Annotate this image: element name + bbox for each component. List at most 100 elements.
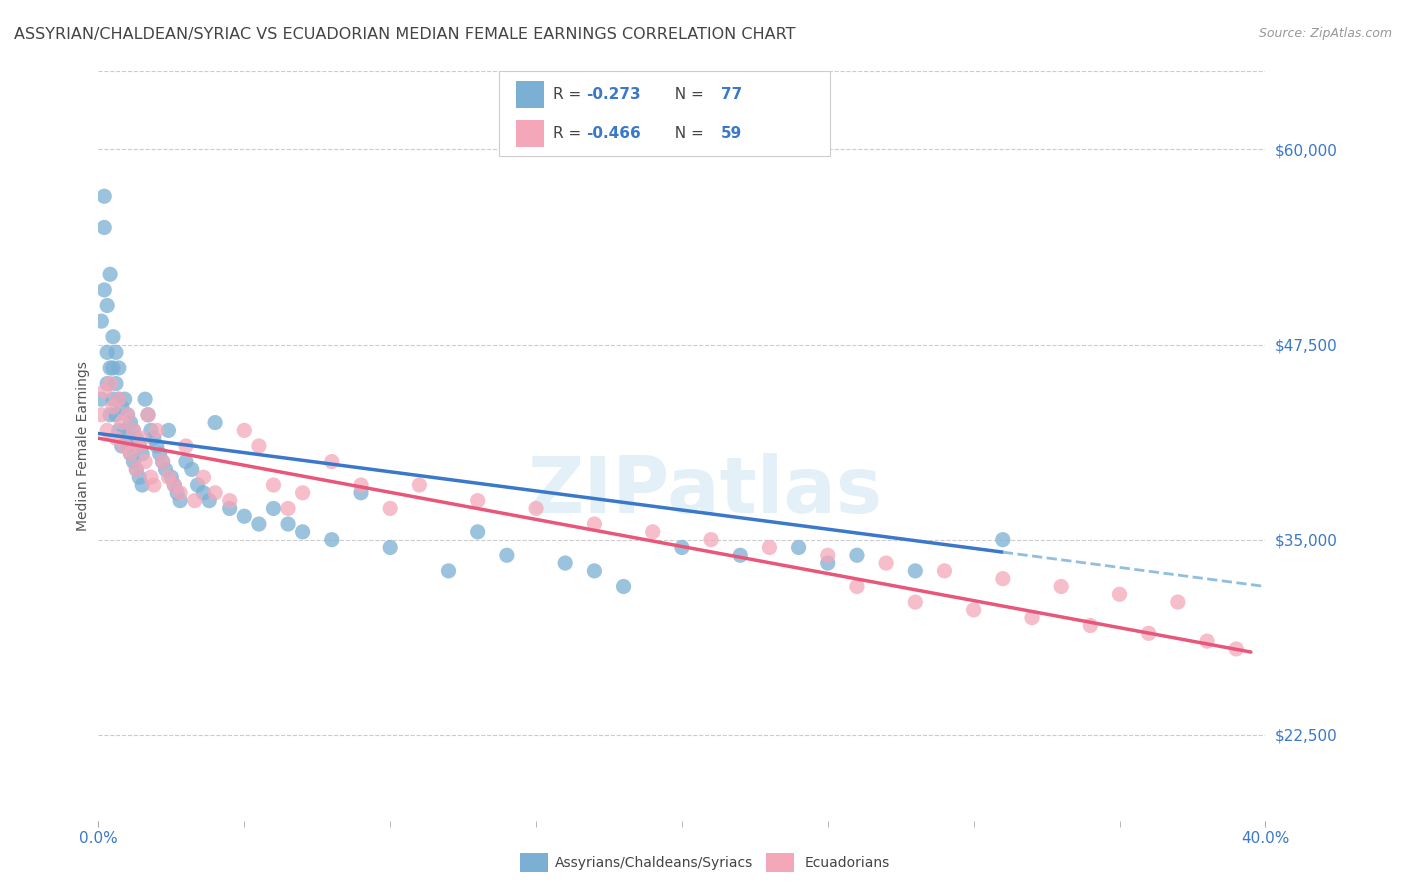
Point [128, 439, 150, 453]
Point [846, 548, 869, 563]
Point [198, 493, 221, 508]
Point [160, 470, 183, 484]
Point [1195, 634, 1218, 648]
Point [104, 408, 127, 422]
Point [380, 541, 402, 555]
Point [125, 462, 148, 476]
Point [262, 478, 284, 492]
Point [131, 431, 153, 445]
Point [1137, 626, 1160, 640]
Point [163, 478, 186, 492]
Point [875, 556, 897, 570]
Point [1050, 580, 1073, 594]
Point [934, 564, 956, 578]
Point [991, 533, 1014, 547]
Point [187, 478, 209, 492]
Point [174, 455, 197, 469]
Point [98, 376, 121, 391]
Point [846, 580, 869, 594]
Point [104, 376, 127, 391]
Point [180, 462, 202, 476]
Point [96, 345, 118, 359]
Text: ASSYRIAN/CHALDEAN/SYRIAC VS ECUADORIAN MEDIAN FEMALE EARNINGS CORRELATION CHART: ASSYRIAN/CHALDEAN/SYRIAC VS ECUADORIAN M… [14, 27, 796, 42]
Point [904, 595, 927, 609]
Point [169, 485, 191, 500]
Point [408, 478, 430, 492]
Point [146, 439, 169, 453]
Point [291, 485, 314, 500]
Text: Assyrians/Chaldeans/Syriacs: Assyrians/Chaldeans/Syriacs [555, 855, 754, 870]
Point [467, 493, 489, 508]
Point [101, 361, 124, 376]
Point [111, 439, 134, 453]
Point [204, 485, 226, 500]
Point [134, 455, 156, 469]
Point [991, 572, 1014, 586]
Point [247, 439, 270, 453]
Point [136, 408, 159, 422]
Point [496, 548, 519, 563]
Point [134, 392, 156, 407]
Point [350, 478, 373, 492]
Point [131, 478, 153, 492]
Point [291, 524, 314, 539]
Point [114, 424, 136, 438]
Point [1080, 618, 1102, 632]
Point [90, 408, 112, 422]
Point [101, 400, 124, 414]
Point [641, 524, 664, 539]
Text: N =: N = [665, 127, 709, 141]
Text: R =: R = [553, 127, 586, 141]
Text: 77: 77 [721, 87, 742, 102]
Point [142, 431, 165, 445]
Point [108, 392, 131, 407]
Point [120, 447, 142, 461]
Point [193, 485, 215, 500]
Point [554, 556, 576, 570]
Point [962, 603, 984, 617]
Point [90, 392, 112, 407]
Point [380, 501, 402, 516]
Point [122, 424, 145, 438]
Point [233, 509, 256, 524]
Point [149, 447, 172, 461]
Point [174, 439, 197, 453]
Point [350, 485, 373, 500]
Point [114, 439, 136, 453]
Point [122, 455, 145, 469]
Point [142, 478, 165, 492]
Point [183, 493, 205, 508]
Point [101, 330, 124, 344]
Point [90, 314, 112, 328]
Point [146, 424, 169, 438]
Point [671, 541, 693, 555]
Point [98, 408, 121, 422]
Point [152, 455, 174, 469]
Point [612, 580, 634, 594]
Point [583, 517, 606, 532]
Point [139, 470, 162, 484]
Point [108, 424, 131, 438]
Point [104, 431, 127, 445]
Point [108, 392, 131, 407]
Point [700, 533, 723, 547]
Point [93, 189, 115, 203]
Point [277, 517, 299, 532]
Point [163, 478, 186, 492]
Point [817, 556, 839, 570]
Point [114, 392, 136, 407]
Point [524, 501, 547, 516]
Point [117, 408, 139, 422]
Point [157, 470, 180, 484]
Point [1167, 595, 1189, 609]
Point [193, 470, 215, 484]
Point [98, 361, 121, 376]
Point [152, 455, 174, 469]
Text: N =: N = [665, 87, 709, 102]
Point [111, 400, 134, 414]
Point [139, 424, 162, 438]
Point [321, 533, 343, 547]
Point [262, 501, 284, 516]
Text: Ecuadorians: Ecuadorians [804, 855, 890, 870]
Point [787, 541, 810, 555]
